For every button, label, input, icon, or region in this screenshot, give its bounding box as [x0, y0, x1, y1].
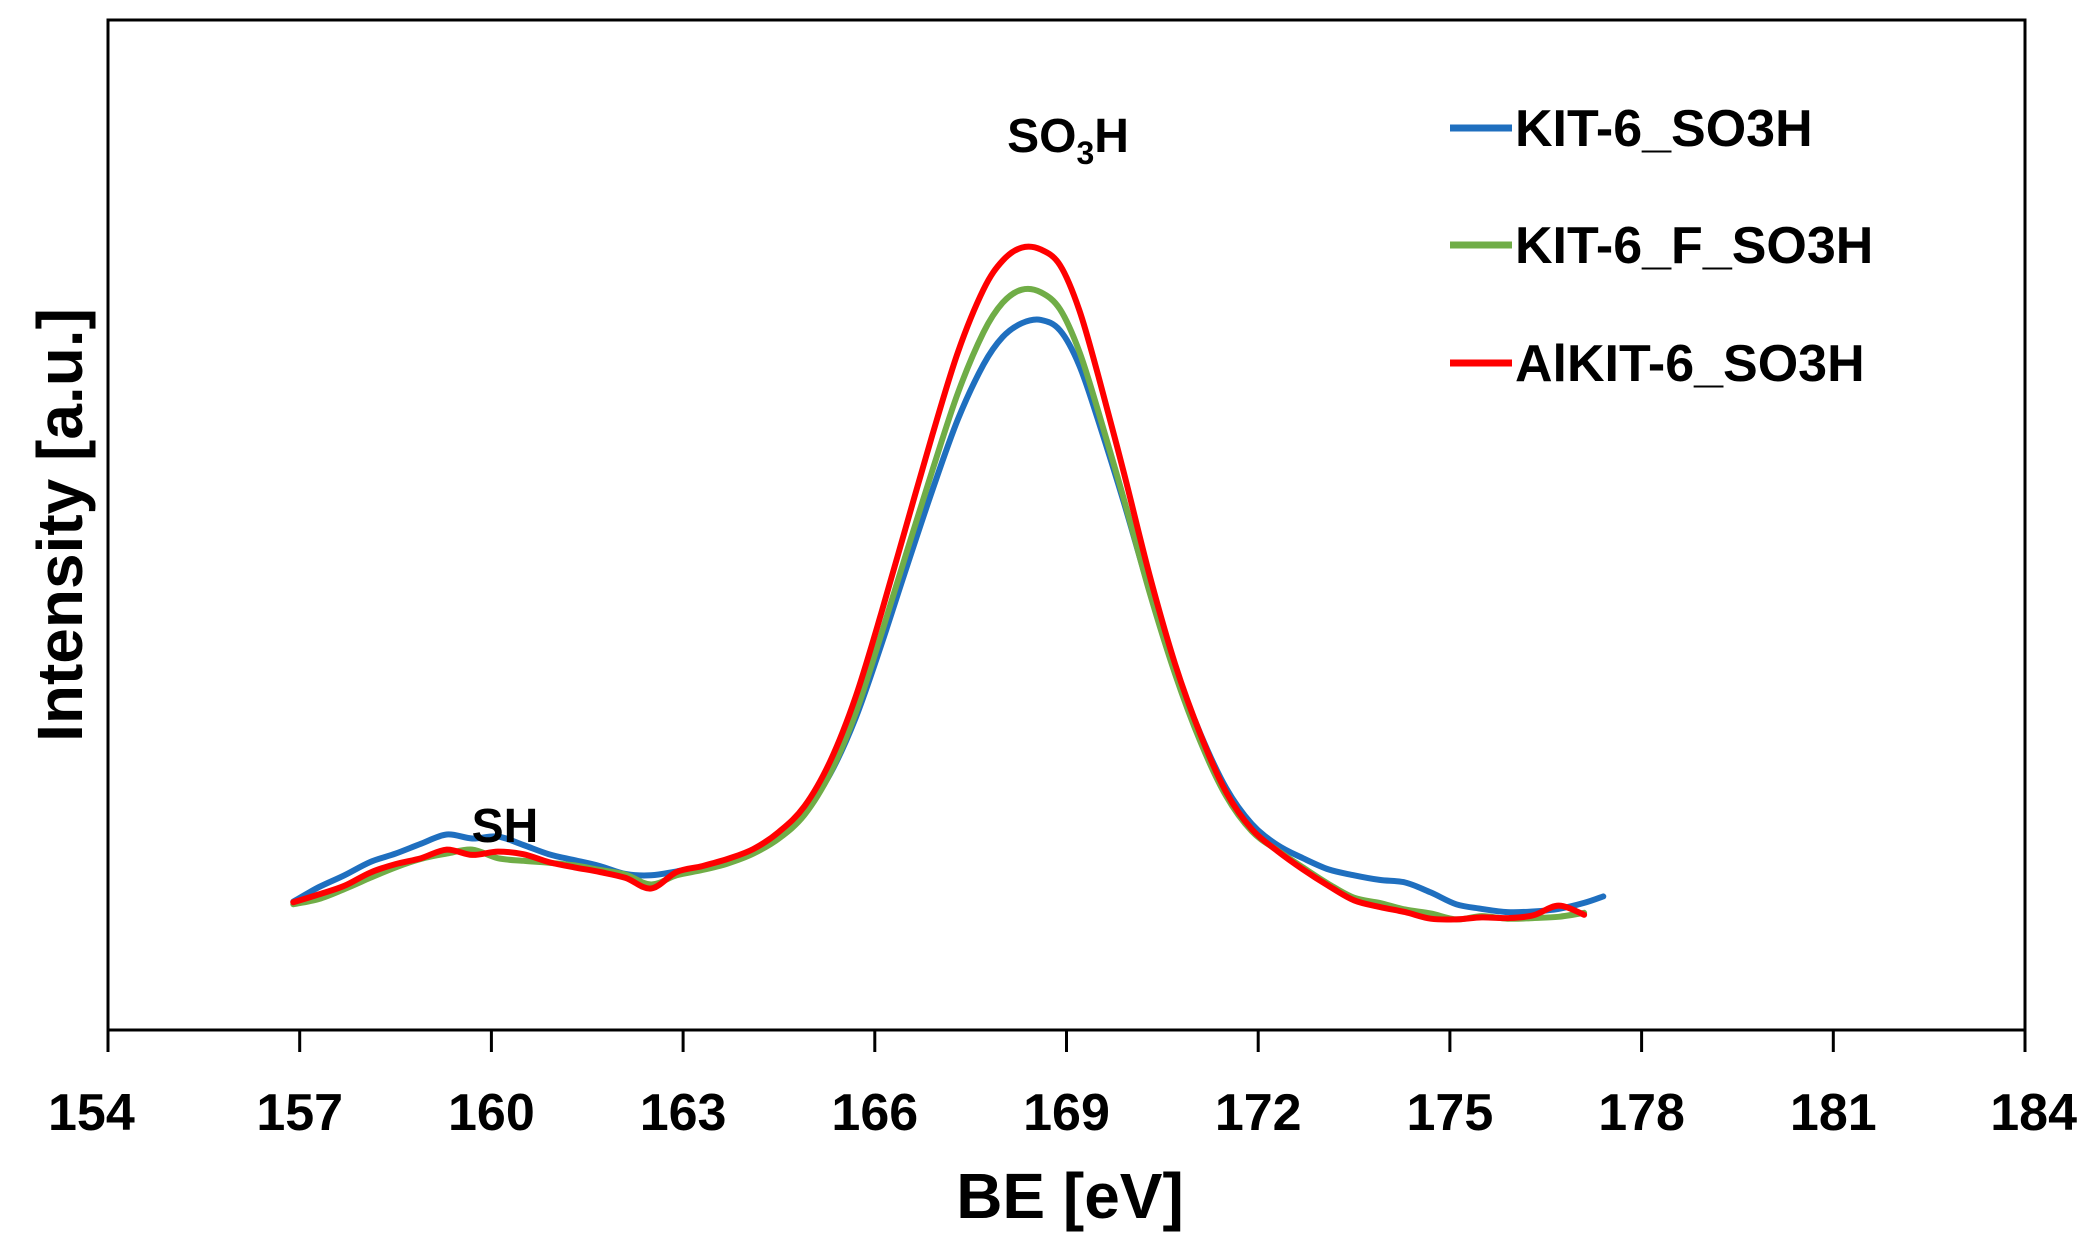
x-tick-label-181: 181 [1790, 1084, 1877, 1142]
legend-label-alkit6-so3h: AlKIT-6_SO3H [1515, 335, 1865, 393]
annotation-so3h-subscript: 3 [1076, 135, 1094, 171]
legend-label-kit6-f-so3h: KIT-6_F_SO3H [1515, 217, 1873, 275]
annotation-so3h-main: SO [1007, 110, 1076, 163]
x-tick-label-184: 184 [1990, 1084, 2077, 1142]
x-axis-title: BE [eV] [956, 1160, 1184, 1232]
legend-label-kit6-so3h: KIT-6_SO3H [1515, 100, 1813, 158]
x-tick-label-172: 172 [1215, 1084, 1302, 1142]
annotation-so3h: SO3H [1007, 110, 1129, 171]
x-tick-label-154: 154 [48, 1084, 135, 1142]
x-tick-label-166: 166 [831, 1084, 918, 1142]
x-tick-label-169: 169 [1023, 1084, 1110, 1142]
annotation-sh: SH [472, 800, 539, 853]
x-ticks: 154 157 160 163 166 169 172 175 178 181 184 [48, 1030, 2077, 1142]
legend: KIT-6_SO3H KIT-6_F_SO3H AlKIT-6_SO3H [1450, 100, 1873, 393]
series-line-alkit-6-so3h [290, 243, 1588, 923]
annotation-so3h-tail: H [1094, 110, 1129, 163]
x-tick-label-163: 163 [640, 1084, 727, 1142]
x-tick-label-178: 178 [1598, 1084, 1685, 1142]
x-tick-label-157: 157 [256, 1084, 343, 1142]
x-tick-label-175: 175 [1407, 1084, 1494, 1142]
x-tick-label-160: 160 [448, 1084, 535, 1142]
peak-annotations: SO3H SH [472, 110, 1129, 853]
x-axis: 154 157 160 163 166 169 172 175 178 181 184 [48, 1028, 2077, 1142]
series-layer [290, 243, 1607, 923]
y-axis-title: Intensity [a.u.] [24, 308, 96, 742]
series-line-kit-6-so3h [290, 316, 1607, 916]
